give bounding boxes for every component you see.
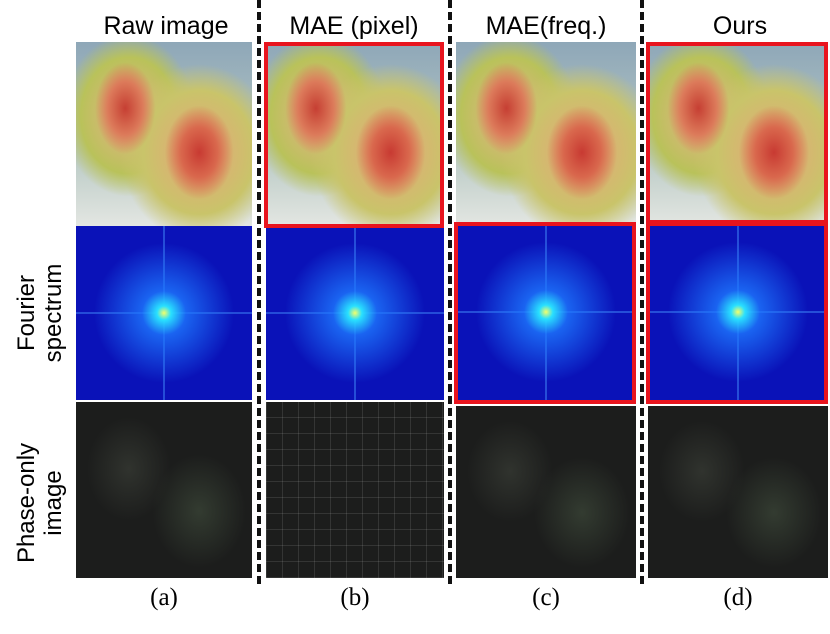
column-title-mae-pixel: MAE (pixel) bbox=[289, 12, 419, 40]
phase-mae-freq bbox=[456, 406, 636, 578]
image-ours bbox=[648, 42, 828, 226]
column-title-raw: Raw image bbox=[103, 12, 229, 40]
spectrum-ours bbox=[648, 222, 828, 402]
separator-line-3 bbox=[640, 0, 644, 584]
highlight-box-ours-spectrum bbox=[646, 222, 828, 404]
phase-mae-pixel bbox=[266, 402, 444, 578]
spectrum-mae-pixel bbox=[266, 226, 444, 400]
subfigure-label-c: (c) bbox=[532, 584, 560, 611]
subfigure-label-b: (b) bbox=[340, 584, 370, 611]
row-label-phase-only-image: Phase-only image bbox=[13, 442, 67, 564]
subfigure-label-a: (a) bbox=[150, 584, 178, 611]
spectrum-raw bbox=[76, 226, 252, 400]
separator-line-1 bbox=[257, 0, 261, 584]
highlight-box-mae-pixel-image bbox=[264, 42, 444, 228]
phase-raw bbox=[76, 402, 252, 578]
image-mae-freq bbox=[456, 42, 636, 226]
separator-line-2 bbox=[448, 0, 452, 584]
column-title-mae-freq: MAE(freq.) bbox=[485, 12, 607, 40]
image-raw bbox=[76, 42, 252, 226]
highlight-box-ours-image bbox=[646, 42, 828, 224]
phase-ours bbox=[648, 406, 828, 578]
image-mae-pixel bbox=[266, 42, 444, 226]
row-label-fourier-spectrum: Fourier spectrum bbox=[13, 263, 67, 363]
subfigure-label-d: (d) bbox=[723, 584, 753, 611]
column-title-ours: Ours bbox=[712, 12, 768, 40]
highlight-box-mae-freq-spectrum bbox=[454, 222, 636, 404]
spectrum-mae-freq bbox=[456, 222, 636, 402]
